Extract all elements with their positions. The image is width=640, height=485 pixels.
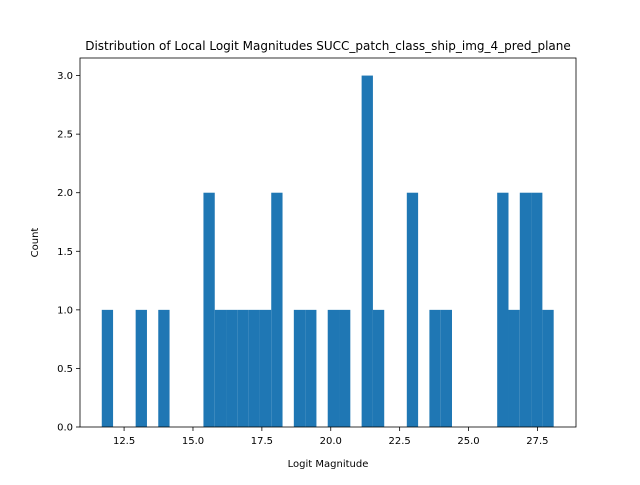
histogram-bar [327,309,340,427]
histogram-bar [429,309,441,427]
x-axis-label: Logit Magnitude [288,459,369,470]
bars-layer [101,75,554,427]
histogram-bar [542,309,554,427]
histogram-bar [508,309,520,427]
histogram-bar [440,309,452,427]
x-tick-label: 25.0 [457,436,479,447]
y-tick-label: 3.0 [57,71,73,82]
y-tick-label: 0.5 [57,364,73,375]
histogram-bar [339,309,351,427]
histogram-bar [101,309,114,427]
x-tick-label: 12.5 [113,436,135,447]
y-tick-label: 2.0 [57,188,73,199]
histogram-bar [531,192,543,427]
histogram-bar [248,309,260,427]
histogram-bar [226,309,238,427]
histogram-bar [406,192,419,427]
histogram-bar [237,309,249,427]
chart-title: Distribution of Local Logit Magnitudes S… [85,39,571,53]
histogram-bar [214,309,227,427]
histogram-bar [271,192,283,427]
x-tick-label: 22.5 [389,436,411,447]
histogram-bar [497,192,509,427]
y-tick-label: 2.5 [57,130,73,141]
ticks-layer: 12.5 15.0 17.5 20.0 22.5 25.0 27.5 0.0 0.5 1.0 1.5… [57,71,548,447]
histogram-bar [259,309,272,427]
x-tick-label: 17.5 [251,436,273,447]
y-tick-label: 0.0 [57,423,73,434]
histogram-bar [361,75,373,427]
y-axis-label: Count [30,228,41,258]
histogram-bar [135,309,147,427]
histogram-bar [203,192,215,427]
plot-frame [79,57,577,428]
histogram-bar [293,309,306,427]
y-tick-label: 1.0 [57,305,73,316]
histogram-bar [158,309,170,427]
histogram-bar [305,309,317,427]
x-tick-label: 15.0 [182,436,204,447]
x-tick-label: 20.0 [320,436,342,447]
x-tick-label: 27.5 [526,436,548,447]
histogram-bar [519,192,532,427]
y-tick-label: 1.5 [57,247,73,258]
histogram-bar [372,309,385,427]
